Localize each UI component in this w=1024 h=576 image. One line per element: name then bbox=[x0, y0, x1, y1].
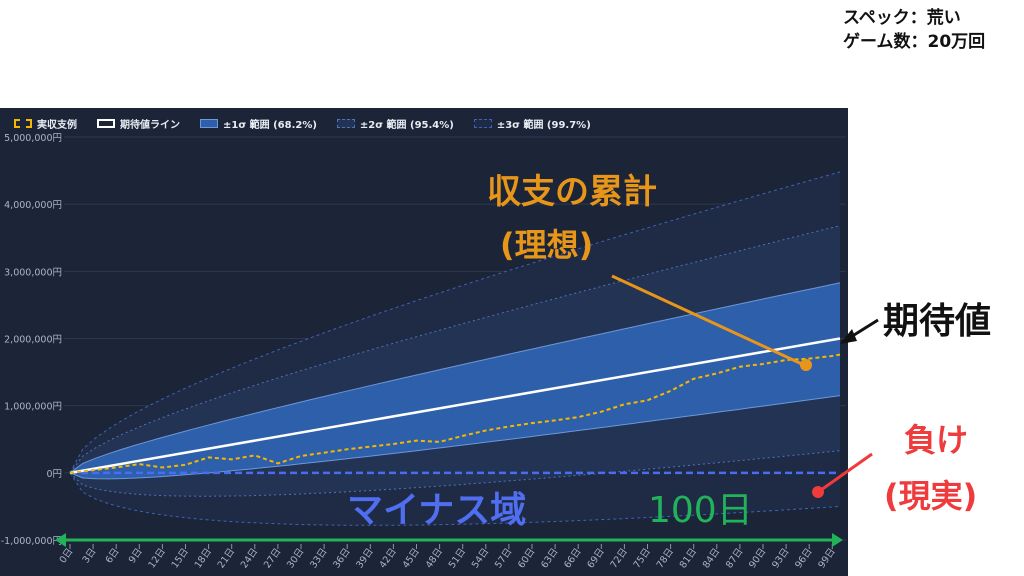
legend-item-sigma3[interactable]: ±3σ 範囲 (99.7%) bbox=[473, 116, 591, 131]
x-tick-label: 81日 bbox=[678, 546, 699, 570]
legend-item-actual[interactable]: 実収支例 bbox=[14, 116, 77, 131]
chart-legend: 実収支例 期待値ライン ±1σ 範囲 (68.2%) ±2σ 範囲 (95.4%) ±3… bbox=[14, 114, 591, 132]
legend-swatch-expected bbox=[97, 118, 115, 128]
x-tick-label: 99日 bbox=[816, 546, 837, 570]
legend-label: 実収支例 bbox=[37, 119, 77, 131]
x-tick-label: 90日 bbox=[747, 546, 768, 570]
legend-item-sigma1[interactable]: ±1σ 範囲 (68.2%) bbox=[200, 116, 317, 131]
annotation-actual-pointer bbox=[611, 274, 805, 367]
sigma1-lower-edge bbox=[69, 395, 841, 480]
x-tick-label: 18日 bbox=[193, 546, 214, 570]
x-tick-label: 69日 bbox=[585, 546, 606, 570]
y-tick-label: 2,000,000円 bbox=[4, 335, 62, 346]
y-tick-label: 5,000,000円 bbox=[4, 133, 62, 144]
x-tick-label: 6日 bbox=[104, 546, 122, 565]
x-tick-label: 96日 bbox=[793, 546, 814, 570]
days-span-arrow-right bbox=[832, 533, 843, 547]
x-tick-label: 84日 bbox=[701, 546, 722, 570]
x-tick-label: 42日 bbox=[377, 546, 398, 570]
spec-info: スペック：荒い ゲーム数：20万回 bbox=[843, 6, 985, 54]
x-tick-label: 15日 bbox=[170, 546, 191, 570]
legend-label: ±1σ 範囲 (68.2%) bbox=[223, 119, 317, 131]
annotation-loss-sub: (現実) bbox=[884, 477, 977, 515]
legend-label: 期待値ライン bbox=[120, 119, 180, 131]
x-tick-label: 57日 bbox=[493, 546, 514, 570]
x-tick-label: 87日 bbox=[724, 546, 745, 570]
annotation-loss-title: 負け bbox=[904, 421, 968, 459]
sigma1-band bbox=[70, 282, 840, 479]
x-tick-label: 33日 bbox=[308, 546, 329, 570]
sigma1-upper-edge bbox=[69, 282, 841, 474]
annotation-minus-zone: マイナス域 bbox=[347, 490, 526, 531]
legend-swatch-sigma2 bbox=[336, 118, 355, 128]
x-tick-label: 60日 bbox=[516, 546, 537, 570]
y-tick-label: 4,000,000円 bbox=[4, 200, 62, 211]
days-span-arrow-left bbox=[55, 533, 66, 547]
x-tick-label: 66日 bbox=[562, 546, 583, 570]
x-tick-label: 24日 bbox=[239, 546, 260, 570]
x-tick-label: 12日 bbox=[146, 546, 167, 570]
legend-swatch-sigma1 bbox=[200, 118, 218, 128]
annotation-loss-dot bbox=[812, 486, 824, 498]
x-tick-label: 78日 bbox=[655, 546, 676, 570]
legend-label: ±2σ 範囲 (95.4%) bbox=[359, 119, 454, 131]
legend-swatch-sigma3 bbox=[473, 118, 492, 128]
sigma2-upper-edge bbox=[69, 225, 841, 474]
x-tick-label: 54日 bbox=[470, 546, 491, 570]
x-tick-label: 93日 bbox=[770, 546, 791, 570]
annotation-expected-arrowhead bbox=[840, 329, 857, 344]
y-tick-label: -1,000,000円 bbox=[1, 536, 62, 547]
y-tick-label: 0円 bbox=[46, 469, 62, 480]
x-tick-label: 27日 bbox=[262, 546, 283, 570]
actual-balance-line bbox=[69, 353, 841, 474]
expected-line bbox=[69, 337, 841, 475]
annotation-loss-pointer bbox=[820, 452, 873, 492]
legend-item-expected[interactable]: 期待値ライン bbox=[97, 116, 180, 131]
x-tick-label: 3日 bbox=[81, 546, 99, 565]
y-tick-label: 1,000,000円 bbox=[4, 402, 62, 413]
legend-item-sigma2[interactable]: ±2σ 範囲 (95.4%) bbox=[336, 116, 454, 131]
x-tick-label: 48日 bbox=[424, 546, 445, 570]
sigma3-upper-edge bbox=[69, 171, 841, 474]
legend-swatch-actual bbox=[14, 118, 32, 128]
x-tick-label: 63日 bbox=[539, 546, 560, 570]
annotation-actual-title: 収支の累計 bbox=[487, 172, 657, 212]
x-tick-label: 9日 bbox=[127, 546, 145, 565]
x-tick-label: 51日 bbox=[447, 546, 468, 570]
x-tick-label: 0日 bbox=[58, 546, 76, 565]
annotation-actual-dot bbox=[800, 359, 812, 371]
annotation-actual-sub: (理想) bbox=[500, 226, 593, 264]
x-tick-label: 72日 bbox=[608, 546, 629, 570]
legend-label: ±3σ 範囲 (99.7%) bbox=[496, 119, 591, 131]
x-tick-label: 75日 bbox=[632, 546, 653, 570]
x-tick-label: 21日 bbox=[216, 546, 237, 570]
spec-line-games: ゲーム数：20万回 bbox=[843, 32, 986, 52]
spec-line-volatility: スペック：荒い bbox=[843, 8, 961, 28]
x-tick-label: 39日 bbox=[354, 546, 375, 570]
annotation-expected: 期待値 bbox=[883, 301, 991, 342]
sigma3-lower-edge bbox=[69, 472, 841, 526]
annotation-days: 100日 bbox=[648, 490, 753, 531]
x-tick-label: 36日 bbox=[331, 546, 352, 570]
x-tick-label: 45日 bbox=[401, 546, 422, 570]
x-tick-label: 30日 bbox=[285, 546, 306, 570]
y-tick-label: 3,000,000円 bbox=[4, 267, 62, 278]
sigma2-lower-edge bbox=[69, 450, 841, 497]
